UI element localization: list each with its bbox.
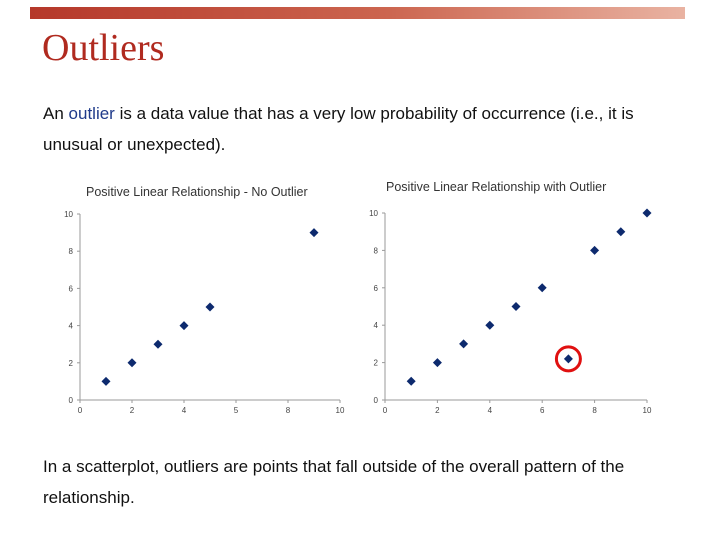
y-tick-label: 2	[374, 359, 379, 368]
slide-title: Outliers	[42, 27, 165, 69]
definition-body-text: is a data value that has a very low prob…	[43, 104, 634, 154]
outlier-term: outlier	[68, 104, 115, 123]
y-tick-label: 0	[69, 396, 74, 405]
y-tick-label: 6	[69, 284, 74, 293]
y-tick-label: 4	[374, 321, 379, 330]
x-tick-label: 0	[383, 406, 388, 415]
data-point	[179, 321, 189, 331]
x-tick-label: 10	[643, 406, 652, 415]
x-tick-label: 6	[540, 406, 545, 415]
outlier-point	[563, 354, 573, 364]
x-tick-label: 4	[182, 406, 187, 415]
data-point	[153, 339, 163, 349]
data-point	[485, 320, 495, 330]
x-tick-label: 10	[336, 406, 345, 415]
outlier-highlight-circle	[554, 345, 582, 373]
y-tick-label: 4	[69, 322, 74, 331]
data-point	[537, 283, 547, 293]
scatterplot-explanation: In a scatterplot, outliers are points th…	[43, 457, 625, 507]
chart-title: Positive Linear Relationship - No Outlie…	[86, 185, 308, 199]
x-tick-label: 0	[78, 406, 83, 415]
x-tick-label: 8	[592, 406, 597, 415]
data-point	[406, 376, 416, 386]
data-point	[101, 376, 111, 386]
data-point	[616, 227, 626, 237]
y-tick-label: 2	[69, 359, 74, 368]
data-point	[590, 245, 600, 255]
chart-with-outlier: Positive Linear Relationship with Outlie…	[369, 180, 652, 415]
x-tick-label: 8	[286, 406, 291, 415]
y-tick-label: 8	[69, 247, 74, 256]
data-point	[459, 339, 469, 349]
y-tick-label: 6	[374, 284, 379, 293]
y-tick-label: 8	[374, 246, 379, 255]
data-point	[127, 358, 137, 368]
chart-no-outlier: Positive Linear Relationship - No Outlie…	[64, 185, 345, 415]
title-accent-bar	[30, 7, 685, 19]
data-point	[511, 302, 521, 311]
x-tick-label: 2	[130, 406, 135, 415]
chart-title: Positive Linear Relationship with Outlie…	[386, 180, 606, 194]
x-tick-label: 2	[435, 406, 440, 415]
x-tick-label: 4	[488, 406, 493, 415]
y-tick-label: 10	[64, 210, 73, 219]
y-tick-label: 0	[374, 396, 379, 405]
outlier-definition: An outlier is a data value that has a ve…	[43, 98, 683, 160]
data-point	[432, 358, 442, 368]
x-tick-label: 5	[234, 406, 239, 415]
y-tick-label: 10	[369, 209, 378, 218]
data-point	[309, 228, 319, 238]
data-point	[642, 208, 652, 218]
definition-lead-text: An	[43, 104, 69, 123]
data-point	[205, 302, 215, 312]
